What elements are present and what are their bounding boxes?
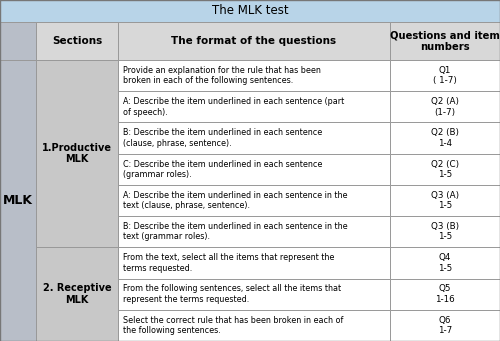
Bar (36, 247, 118, 341)
Text: Q5
1-16: Q5 1-16 (435, 284, 455, 304)
Bar (118, 216, 390, 247)
Text: Q3 (B)
1-5: Q3 (B) 1-5 (431, 222, 459, 241)
Bar (390, 310, 500, 341)
Text: Q2 (A)
(1-7): Q2 (A) (1-7) (431, 97, 459, 117)
Text: Questions and item
numbers: Questions and item numbers (390, 30, 500, 52)
Bar (118, 154, 390, 185)
Text: Q4
1-5: Q4 1-5 (438, 253, 452, 273)
Text: From the following sentences, select all the items that
represent the terms requ: From the following sentences, select all… (123, 284, 341, 304)
Bar (390, 154, 500, 185)
Bar (390, 216, 500, 247)
Text: Sections: Sections (52, 36, 102, 46)
Bar (118, 279, 390, 310)
Text: MLK: MLK (3, 194, 33, 207)
Bar (36, 216, 118, 247)
Text: Q2 (B)
1-4: Q2 (B) 1-4 (431, 128, 459, 148)
Bar (36, 185, 118, 216)
Text: The format of the questions: The format of the questions (172, 36, 336, 46)
Bar (118, 91, 390, 122)
Text: B: Describe the item underlined in each sentence
(clause, phrase, sentence).: B: Describe the item underlined in each … (123, 128, 322, 148)
Bar (0, 0, 500, 22)
Text: A: Describe the item underlined in each sentence (part
of speech).: A: Describe the item underlined in each … (123, 97, 344, 117)
Bar (118, 60, 390, 91)
Bar (390, 185, 500, 216)
Bar (118, 185, 390, 216)
Text: From the text, select all the items that represent the
terms requested.: From the text, select all the items that… (123, 253, 334, 273)
Bar (36, 60, 118, 91)
Text: B: Describe the item underlined in each sentence in the
text (grammar roles).: B: Describe the item underlined in each … (123, 222, 348, 241)
Bar (36, 247, 118, 279)
Text: A: Describe the item underlined in each sentence in the
text (clause, phrase, se: A: Describe the item underlined in each … (123, 191, 348, 210)
Bar (118, 247, 390, 279)
Text: The MLK test: The MLK test (212, 4, 288, 17)
Text: Select the correct rule that has been broken in each of
the following sentences.: Select the correct rule that has been br… (123, 316, 344, 335)
Bar (36, 279, 118, 310)
Bar (390, 279, 500, 310)
Bar (118, 122, 390, 154)
Bar (36, 91, 118, 122)
Bar (390, 22, 500, 60)
Bar (390, 247, 500, 279)
Bar (36, 122, 118, 154)
Bar (118, 22, 390, 60)
Bar (0, 60, 36, 341)
Bar (118, 310, 390, 341)
Bar (390, 122, 500, 154)
Bar (390, 91, 500, 122)
Text: Q1
( 1-7): Q1 ( 1-7) (433, 66, 457, 85)
Text: 1.Productive
MLK: 1.Productive MLK (42, 143, 112, 164)
Bar (36, 154, 118, 185)
Text: Q2 (C)
1-5: Q2 (C) 1-5 (431, 160, 459, 179)
Bar (36, 22, 118, 60)
Text: Provide an explanation for the rule that has been
broken in each of the followin: Provide an explanation for the rule that… (123, 66, 321, 85)
Bar (36, 60, 118, 247)
Text: 2. Receptive
MLK: 2. Receptive MLK (42, 283, 112, 305)
Bar (390, 60, 500, 91)
Text: C: Describe the item underlined in each sentence
(grammar roles).: C: Describe the item underlined in each … (123, 160, 322, 179)
Text: Q3 (A)
1-5: Q3 (A) 1-5 (431, 191, 459, 210)
Bar (36, 310, 118, 341)
Text: Q6
1-7: Q6 1-7 (438, 316, 452, 335)
Bar (0, 22, 36, 60)
